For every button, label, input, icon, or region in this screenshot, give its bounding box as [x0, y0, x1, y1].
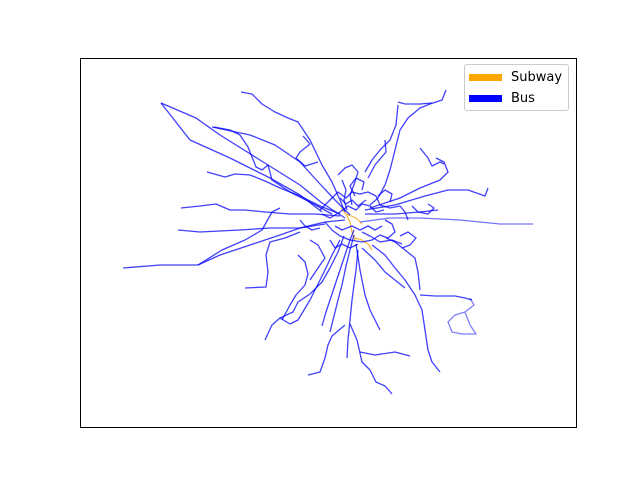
- bus-route: [324, 219, 396, 243]
- bus-route: [369, 89, 447, 206]
- bus-route: [365, 209, 439, 215]
- bus-route: [339, 197, 367, 207]
- bus-route: [177, 223, 326, 233]
- bus-route: [244, 231, 301, 289]
- legend-label-subway: Subway: [511, 69, 563, 85]
- bus-route: [367, 139, 387, 179]
- bus-route: [346, 249, 359, 359]
- bus-route: [385, 237, 421, 291]
- bus-route: [319, 191, 409, 221]
- legend: Subway Bus: [464, 64, 569, 111]
- legend-swatch-subway: [469, 73, 502, 81]
- bus-route: [122, 219, 346, 269]
- bus-route: [264, 235, 345, 341]
- bus-route: [295, 135, 319, 167]
- legend-item-subway: Subway: [469, 68, 562, 86]
- bus-route: [371, 244, 441, 373]
- map-frame: [80, 58, 577, 428]
- bus-route: [399, 231, 417, 249]
- bus-route: [355, 243, 381, 331]
- bus-route: [361, 247, 406, 289]
- bus-route: [334, 225, 383, 231]
- bus-route: [321, 229, 355, 327]
- bus-route: [369, 157, 449, 209]
- bus-route: [309, 239, 326, 281]
- legend-label-bus: Bus: [511, 90, 535, 106]
- bus-route: [364, 104, 399, 173]
- legend-swatch-bus: [469, 94, 502, 102]
- bus-route: [281, 254, 309, 321]
- bus-route: [299, 219, 321, 231]
- legend-item-bus: Bus: [469, 89, 535, 107]
- bus-route: [321, 203, 385, 219]
- bus-route: [197, 207, 281, 266]
- bus-route: [180, 203, 341, 217]
- bus-route: [329, 239, 359, 249]
- bus-route: [447, 297, 477, 335]
- bus-route: [206, 171, 341, 215]
- bus-route: [419, 294, 473, 301]
- bus-route: [307, 324, 346, 376]
- bus-route: [211, 126, 351, 216]
- bus-route: [359, 217, 533, 225]
- bus-route: [337, 164, 359, 206]
- bus-routes: [122, 89, 533, 395]
- bus-route: [419, 147, 445, 167]
- bus-route: [240, 91, 346, 213]
- bus-route: [349, 323, 393, 395]
- bus-route: [160, 102, 346, 219]
- bus-route: [359, 351, 411, 357]
- bus-route: [397, 101, 433, 105]
- bus-route: [364, 187, 489, 211]
- bus-route: [213, 126, 333, 215]
- bus-route: [341, 179, 348, 211]
- bus-route: [361, 231, 403, 245]
- bus-route: [349, 177, 365, 197]
- bus-route: [411, 203, 435, 215]
- bus-route: [377, 189, 393, 203]
- bus-route: [279, 239, 341, 325]
